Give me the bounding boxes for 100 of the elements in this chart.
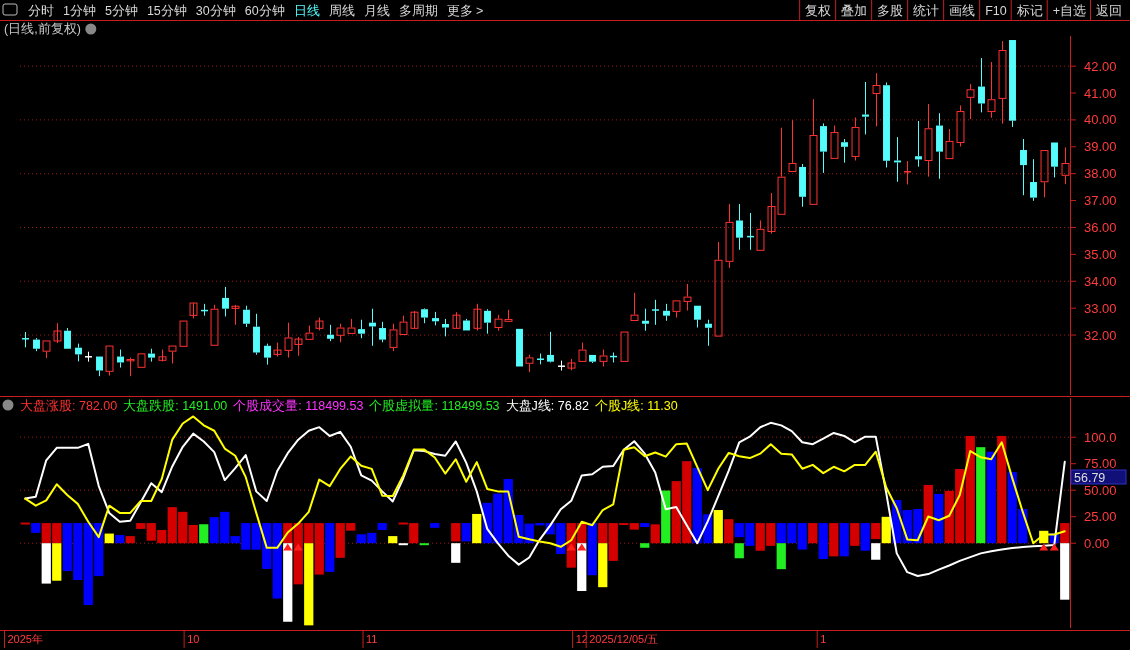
y-tick-label: 100.0 bbox=[1084, 429, 1117, 445]
bar bbox=[136, 523, 146, 529]
candlestick bbox=[243, 305, 250, 328]
text: 周线 bbox=[328, 3, 355, 18]
bar bbox=[325, 523, 335, 572]
bar bbox=[598, 543, 608, 588]
y-tick-label: 37.00 bbox=[1084, 193, 1117, 209]
bar bbox=[314, 523, 324, 575]
y-tick-label: 34.00 bbox=[1084, 273, 1117, 289]
bar bbox=[304, 543, 314, 626]
candlestick bbox=[1051, 142, 1058, 178]
candlestick bbox=[652, 299, 659, 326]
y-tick-label: 42.00 bbox=[1084, 58, 1117, 74]
text: 叠加 bbox=[841, 3, 868, 18]
candlestick bbox=[179, 320, 188, 347]
bar bbox=[125, 536, 135, 544]
y-tick-label: 75.00 bbox=[1084, 456, 1117, 472]
candlestick bbox=[64, 327, 71, 349]
candlestick bbox=[830, 125, 839, 159]
chart-subtitle: (日线,前复权) bbox=[4, 22, 81, 36]
candlestick bbox=[756, 219, 765, 251]
bar bbox=[598, 523, 608, 544]
candlestick bbox=[264, 343, 271, 366]
bar bbox=[934, 493, 944, 544]
candlestick bbox=[966, 83, 975, 120]
bar bbox=[587, 523, 597, 576]
bar bbox=[1060, 543, 1070, 600]
bar bbox=[272, 523, 282, 599]
candlestick bbox=[956, 104, 965, 148]
bar bbox=[398, 543, 408, 546]
text: 多周期 bbox=[398, 3, 438, 18]
bar bbox=[713, 510, 723, 544]
candlestick bbox=[1009, 40, 1016, 128]
annotation: 大盘涨股: 782.00 bbox=[20, 399, 118, 413]
bar bbox=[629, 523, 639, 530]
bar bbox=[923, 484, 933, 544]
candlestick bbox=[473, 303, 482, 331]
candlestick bbox=[642, 308, 649, 332]
candlestick bbox=[987, 61, 996, 119]
candlestick bbox=[915, 120, 922, 168]
bar bbox=[451, 523, 461, 542]
bar bbox=[115, 535, 125, 544]
bar bbox=[52, 543, 62, 581]
text: 1分钟 bbox=[63, 3, 96, 18]
candlestick bbox=[683, 283, 692, 312]
candlestick bbox=[945, 128, 954, 160]
bar bbox=[871, 543, 881, 560]
bar bbox=[808, 523, 818, 544]
candlestick bbox=[1020, 138, 1027, 196]
y-tick-label: 25.00 bbox=[1084, 509, 1117, 525]
candlestick bbox=[210, 304, 219, 346]
y-tick-label: 32.00 bbox=[1084, 327, 1117, 343]
y-tick-label: 36.00 bbox=[1084, 219, 1117, 235]
candlestick bbox=[672, 300, 681, 319]
candlestick bbox=[809, 98, 818, 205]
candlestick bbox=[231, 304, 240, 326]
x-tick-label: 12 bbox=[575, 633, 588, 645]
candlestick bbox=[663, 303, 670, 322]
candlestick bbox=[851, 116, 860, 162]
candlestick bbox=[936, 112, 943, 180]
bar bbox=[461, 523, 471, 542]
line-series bbox=[24, 415, 1066, 549]
text: 更多 > bbox=[446, 3, 484, 18]
candlestick bbox=[589, 354, 596, 362]
candlestick bbox=[1040, 150, 1049, 198]
y-tick-label: 40.00 bbox=[1084, 112, 1117, 128]
candlestick bbox=[148, 348, 155, 363]
candlestick bbox=[484, 308, 491, 335]
bar bbox=[986, 451, 996, 544]
candlestick bbox=[788, 119, 797, 173]
text: 个股J线: 11.30 bbox=[595, 399, 678, 413]
bar bbox=[724, 519, 734, 544]
y-tick-label: 50.00 bbox=[1084, 482, 1117, 498]
text: 5分钟 bbox=[104, 3, 138, 18]
candlestick bbox=[736, 203, 743, 251]
y-tick-label: 41.00 bbox=[1084, 85, 1117, 101]
bar bbox=[577, 543, 587, 592]
text: 60分钟 bbox=[244, 3, 285, 18]
x-tick-label: 11 bbox=[366, 633, 378, 645]
candlestick bbox=[714, 241, 723, 337]
y-tick-label: 0.00 bbox=[1084, 535, 1110, 551]
bar bbox=[388, 536, 398, 544]
bar bbox=[650, 524, 660, 544]
candlestick bbox=[432, 311, 439, 326]
text: 复权 bbox=[805, 3, 832, 18]
bar bbox=[829, 523, 839, 557]
bar bbox=[283, 543, 293, 622]
bar bbox=[965, 435, 975, 544]
text: 标记 bbox=[1015, 3, 1043, 18]
bar bbox=[640, 543, 650, 548]
bar bbox=[41, 543, 51, 584]
x-tick-label: 2025年 bbox=[7, 633, 43, 645]
candlestick bbox=[105, 345, 114, 377]
text: +自选 bbox=[1052, 3, 1086, 18]
x-tick-label: 10 bbox=[187, 633, 200, 645]
text: 画线 bbox=[949, 3, 976, 18]
candlestick bbox=[137, 353, 146, 368]
bar bbox=[776, 543, 786, 570]
bar bbox=[997, 435, 1007, 544]
text: 分时 bbox=[28, 3, 54, 18]
